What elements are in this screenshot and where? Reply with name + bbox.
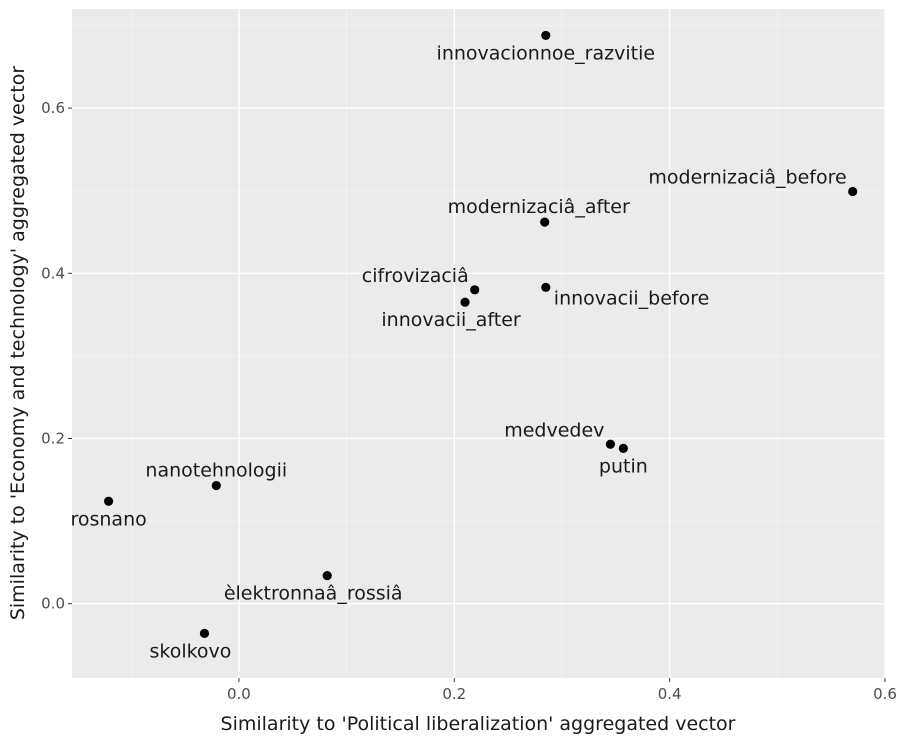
x-tick-label: 0.4 [658,685,682,703]
data-point-label: nanotehnologii [145,460,287,482]
x-axis-title: Similarity to 'Political liberalization'… [221,713,736,735]
data-labels: innovacionnoe_razvitie modernizaciâ_befor… [70,42,846,662]
data-point [104,496,114,506]
data-point-label: innovacionnoe_razvitie [437,42,656,64]
y-tick-label: 0.4 [41,264,65,282]
x-tick-label: 0.2 [442,685,466,703]
data-points [104,30,858,639]
data-point [540,217,550,227]
data-point-label: medvedev [504,419,604,441]
data-point [605,439,616,449]
data-point-label: modernizaciâ_before [648,167,846,189]
data-point [470,285,480,295]
y-axis-title: Similarity to 'Economy and technology' a… [7,66,29,621]
data-point-label: modernizaciâ_after [448,196,630,218]
data-point [322,570,332,581]
data-point [848,186,858,197]
y-axis-ticks: 0.0 0.2 0.4 0.6 [41,99,72,613]
data-point [541,30,551,41]
data-point [211,480,221,491]
y-tick-label: 0.2 [41,429,65,447]
y-tick-label: 0.6 [41,99,65,117]
data-point-label: innovacii_before [554,287,710,309]
major-gridlines [72,9,886,678]
x-tick-label: 0.0 [227,685,251,703]
data-point-label: rosnano [70,508,146,530]
data-point-label: skolkovo [149,640,231,662]
data-point [618,443,628,453]
data-point [460,297,470,307]
data-point-label: cifrovizaciâ [362,265,469,287]
y-tick-label: 0.0 [41,595,65,613]
x-axis-ticks: 0.0 0.2 0.4 0.6 [227,678,897,703]
data-point-label: innovacii_after [381,309,521,331]
data-point-label: putin [599,455,648,477]
data-point [199,628,210,639]
data-point [541,282,551,292]
minor-gridlines [72,9,885,678]
x-tick-label: 0.6 [873,685,897,703]
data-point-label: èlektronnaâ_rossiâ [224,583,403,605]
panel-background [72,9,885,678]
